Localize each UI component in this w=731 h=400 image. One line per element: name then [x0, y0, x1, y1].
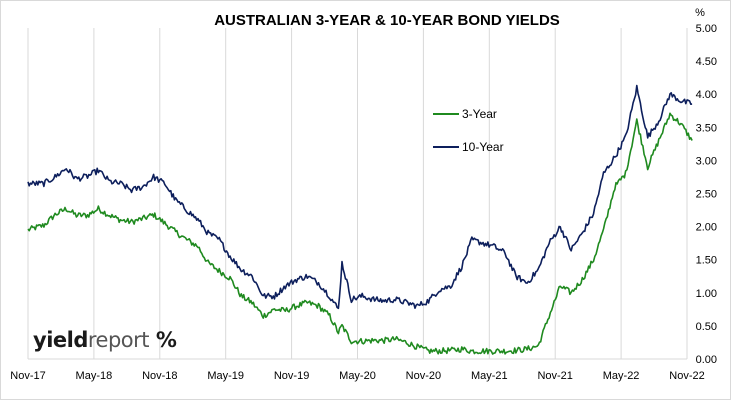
y-tick-label: 4.00	[696, 89, 717, 101]
x-tick-label: Nov-20	[406, 370, 441, 382]
x-tick-label: Nov-21	[537, 370, 572, 382]
series-line-ten-year	[27, 84, 693, 310]
y-tick-label: 3.50	[696, 122, 717, 134]
y-tick-label: 5.00	[696, 23, 717, 35]
series-line-three-year	[27, 112, 693, 355]
series-lines	[27, 84, 693, 355]
x-tick-label: May-20	[339, 370, 376, 382]
x-tick-label: May-18	[76, 370, 113, 382]
x-tick-label: May-19	[207, 370, 244, 382]
x-tick-label: Nov-22	[669, 370, 704, 382]
y-axis-ticks: 0.00 0.50 1.00 1.50 2.00 2.50 3.00 3.50 4.00 4.50…	[696, 23, 717, 366]
legend: 3-Year 10-Year	[433, 107, 504, 154]
logo-text-report: report	[87, 328, 150, 352]
y-axis-unit: %	[695, 7, 705, 19]
x-axis-ticks: Nov-17 May-18 Nov-18 May-19 Nov-19 May-20 Nov-…	[10, 370, 704, 382]
legend-label: 10-Year	[462, 140, 504, 154]
x-tick-label: May-21	[471, 370, 508, 382]
x-tick-label: Nov-18	[142, 370, 177, 382]
y-tick-label: 2.50	[696, 189, 717, 201]
y-tick-label: 2.00	[696, 222, 717, 234]
logo-percent-icon: %	[155, 328, 177, 352]
y-tick-label: 0.00	[696, 354, 717, 366]
logo-text-yield: yield	[33, 328, 88, 352]
x-tick-label: Nov-17	[10, 370, 45, 382]
y-tick-label: 1.50	[696, 255, 717, 267]
x-tick-label: May-22	[603, 370, 640, 382]
yieldreport-logo: yieldreport %	[33, 328, 177, 352]
y-tick-label: 4.50	[696, 56, 717, 68]
grid-lines	[27, 28, 688, 360]
y-tick-label: 3.00	[696, 155, 717, 167]
legend-label: 3-Year	[462, 107, 497, 121]
x-tick-label: Nov-19	[274, 370, 309, 382]
y-tick-label: 0.50	[696, 321, 717, 333]
chart-title: AUSTRALIAN 3-YEAR & 10-YEAR BOND YIELDS	[214, 12, 560, 29]
y-tick-label: 1.00	[696, 288, 717, 300]
